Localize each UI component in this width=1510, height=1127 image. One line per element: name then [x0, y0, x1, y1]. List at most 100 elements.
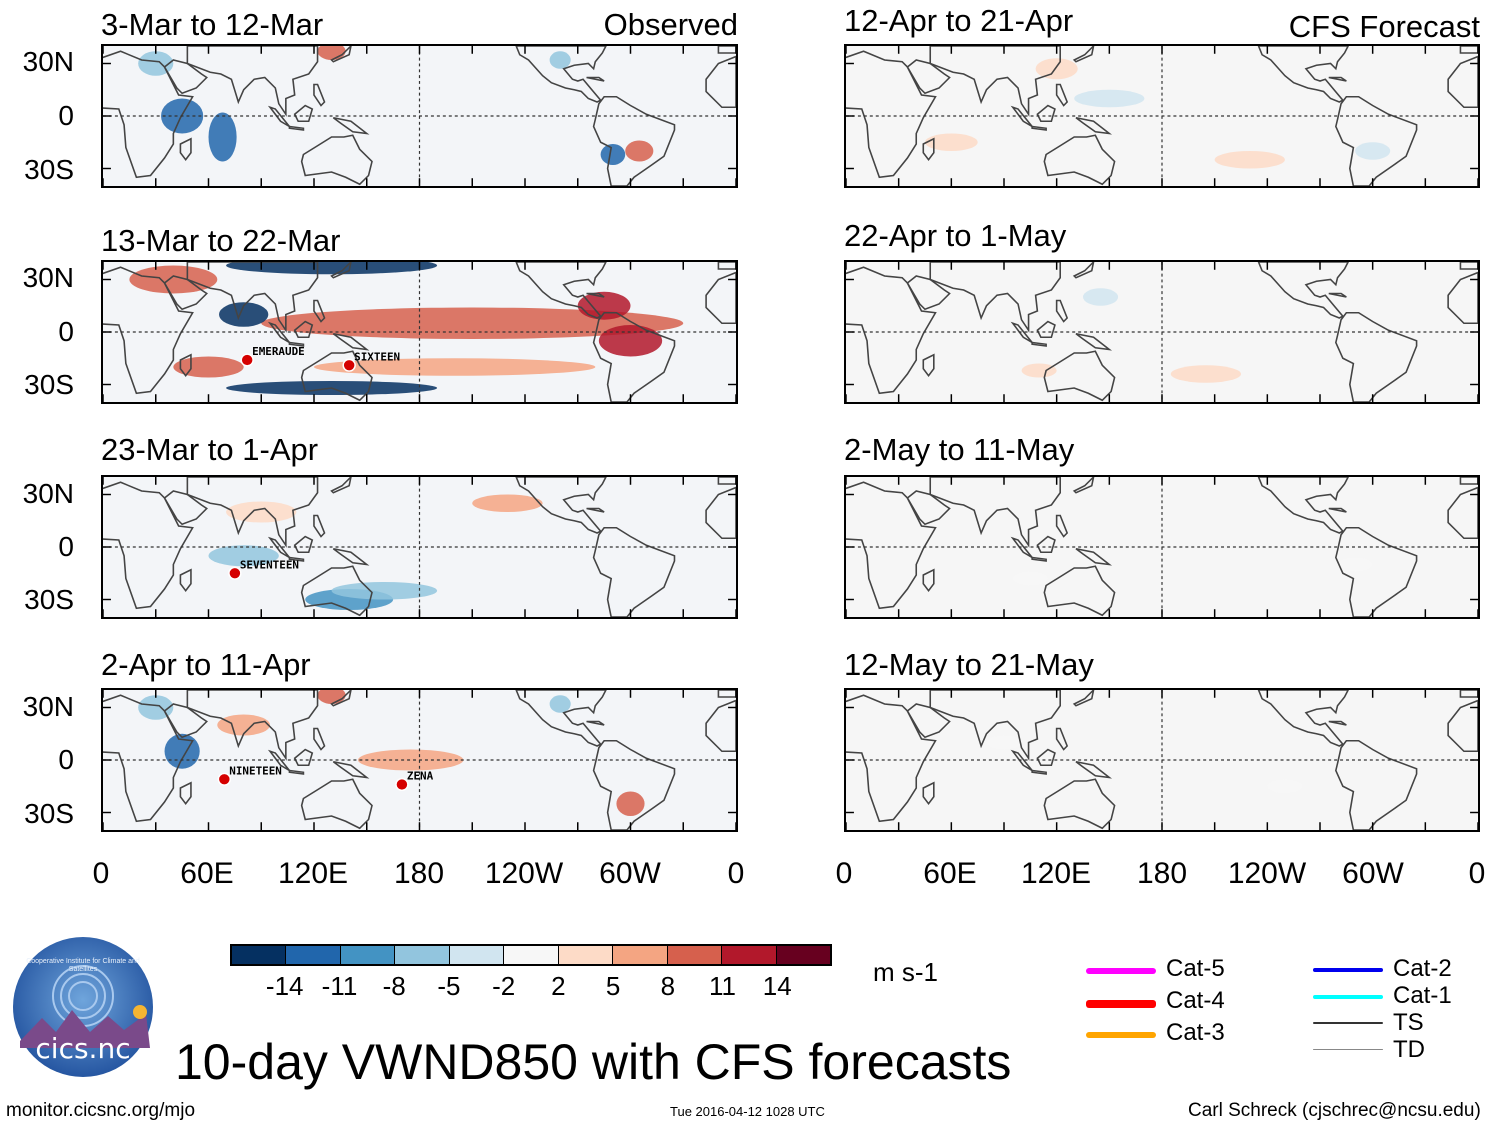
coastline	[1075, 547, 1113, 566]
coastline	[163, 703, 208, 739]
coastline	[1447, 55, 1478, 109]
coastline	[586, 720, 605, 726]
coastline	[906, 490, 951, 526]
heatmap-panel-obs-2: EMERAUDE SIXTEEN	[101, 260, 738, 404]
panel-title-obs-2: 13-Mar to 22-Mar	[101, 223, 341, 258]
coastline	[300, 350, 373, 402]
coastline	[1447, 486, 1478, 540]
anomaly-region	[472, 494, 543, 512]
coastline	[313, 727, 326, 751]
coastline	[1055, 83, 1069, 107]
coastline	[163, 490, 208, 526]
coastline	[922, 137, 935, 162]
coastline	[1334, 95, 1418, 186]
legend-swatch	[1086, 968, 1156, 974]
anomaly-region	[208, 112, 237, 162]
coastline	[1072, 690, 1095, 707]
y-tick-0: 0	[58, 531, 74, 562]
legend-label: TS	[1393, 1009, 1424, 1036]
storm-label: SEVENTEEN	[240, 558, 299, 571]
coastline	[186, 477, 319, 548]
colorbar-level-label: 5	[605, 971, 621, 1001]
coastline	[103, 481, 194, 610]
coastline	[1075, 760, 1113, 779]
legend-swatch	[1313, 968, 1383, 972]
coastline	[717, 477, 736, 485]
colorbar-level-label: -11	[321, 971, 358, 1001]
panel-title-fc-3: 2-May to 11-May	[844, 432, 1075, 467]
coastline	[586, 507, 605, 513]
anomaly-region	[1021, 363, 1057, 378]
x-tick-0-end: 0	[727, 857, 745, 890]
anomaly-region	[138, 695, 174, 720]
coastline	[705, 271, 736, 325]
coastline	[103, 266, 194, 395]
coastline	[1036, 748, 1056, 767]
storm-marker	[342, 358, 356, 372]
storm-marker	[228, 566, 242, 580]
y-tick-30n: 30N	[22, 478, 74, 509]
y-tick-0: 0	[58, 316, 74, 347]
x-tick-120w: 120W	[1227, 857, 1307, 890]
coastline	[1036, 320, 1056, 339]
coastline	[846, 266, 937, 395]
heatmap-panel-obs-1	[101, 44, 738, 188]
anomaly-region	[331, 582, 438, 600]
map-svg: SEVENTEEN	[103, 477, 736, 617]
heatmap-panel-fc-4	[844, 688, 1480, 832]
anomaly-region	[1355, 142, 1391, 160]
anomaly-region	[598, 325, 663, 357]
coastline	[313, 299, 326, 323]
storm-label: SIXTEEN	[354, 350, 400, 363]
coastline	[293, 104, 314, 123]
coastline	[1334, 739, 1418, 830]
map-svg	[103, 46, 736, 186]
coastline	[717, 690, 736, 698]
coastline	[103, 694, 194, 823]
colorbar-swatch	[776, 946, 830, 964]
observed-tag: Observed	[603, 7, 738, 42]
colorbar-swatch	[449, 946, 505, 964]
coastline	[1459, 262, 1478, 270]
map-svg	[846, 477, 1478, 617]
coastline	[1072, 46, 1095, 63]
coastline	[586, 76, 605, 82]
colorbar-level-label: 11	[709, 971, 737, 1001]
anomaly-region	[357, 749, 464, 771]
colorbar-swatch	[722, 946, 777, 964]
coastline	[163, 275, 208, 311]
coastline	[332, 332, 370, 351]
anomaly-region	[314, 358, 596, 376]
y-tick-30s: 30S	[24, 584, 74, 615]
legend-label: Cat-2	[1393, 955, 1452, 982]
anomaly-region	[925, 133, 978, 151]
coastline	[1055, 514, 1069, 538]
storm-label: EMERAUDE	[252, 345, 305, 358]
map-svg: EMERAUDE SIXTEEN	[103, 262, 736, 402]
x-tick-60e: 60E	[180, 857, 234, 890]
panel-title-fc-4: 12-May to 21-May	[844, 647, 1094, 682]
anomaly-region	[549, 51, 571, 69]
coastline	[179, 137, 192, 162]
x-tick-180: 180	[393, 857, 445, 890]
y-tick-30s: 30S	[24, 154, 74, 185]
coastline	[906, 703, 951, 739]
colorbar-level-label: -5	[437, 971, 461, 1001]
coastline	[330, 46, 352, 63]
coastline	[330, 690, 352, 707]
colorbar-swatch	[558, 946, 614, 964]
anomaly-region	[226, 501, 297, 523]
coastline	[1257, 262, 1350, 319]
map-svg: NINETEEN ZENA	[103, 690, 736, 830]
colorbar-level-label: 8	[660, 971, 676, 1001]
coastline	[1328, 76, 1347, 82]
x-tick-120e: 120E	[1020, 857, 1092, 890]
coastline	[1459, 46, 1478, 54]
coastline	[179, 353, 192, 378]
coastline	[1072, 262, 1095, 279]
coastline	[717, 46, 736, 54]
anomaly-region	[1035, 58, 1078, 80]
cfs-forecast-tag: CFS Forecast	[1288, 9, 1480, 44]
coastline	[717, 262, 736, 270]
coastline	[1043, 350, 1116, 402]
